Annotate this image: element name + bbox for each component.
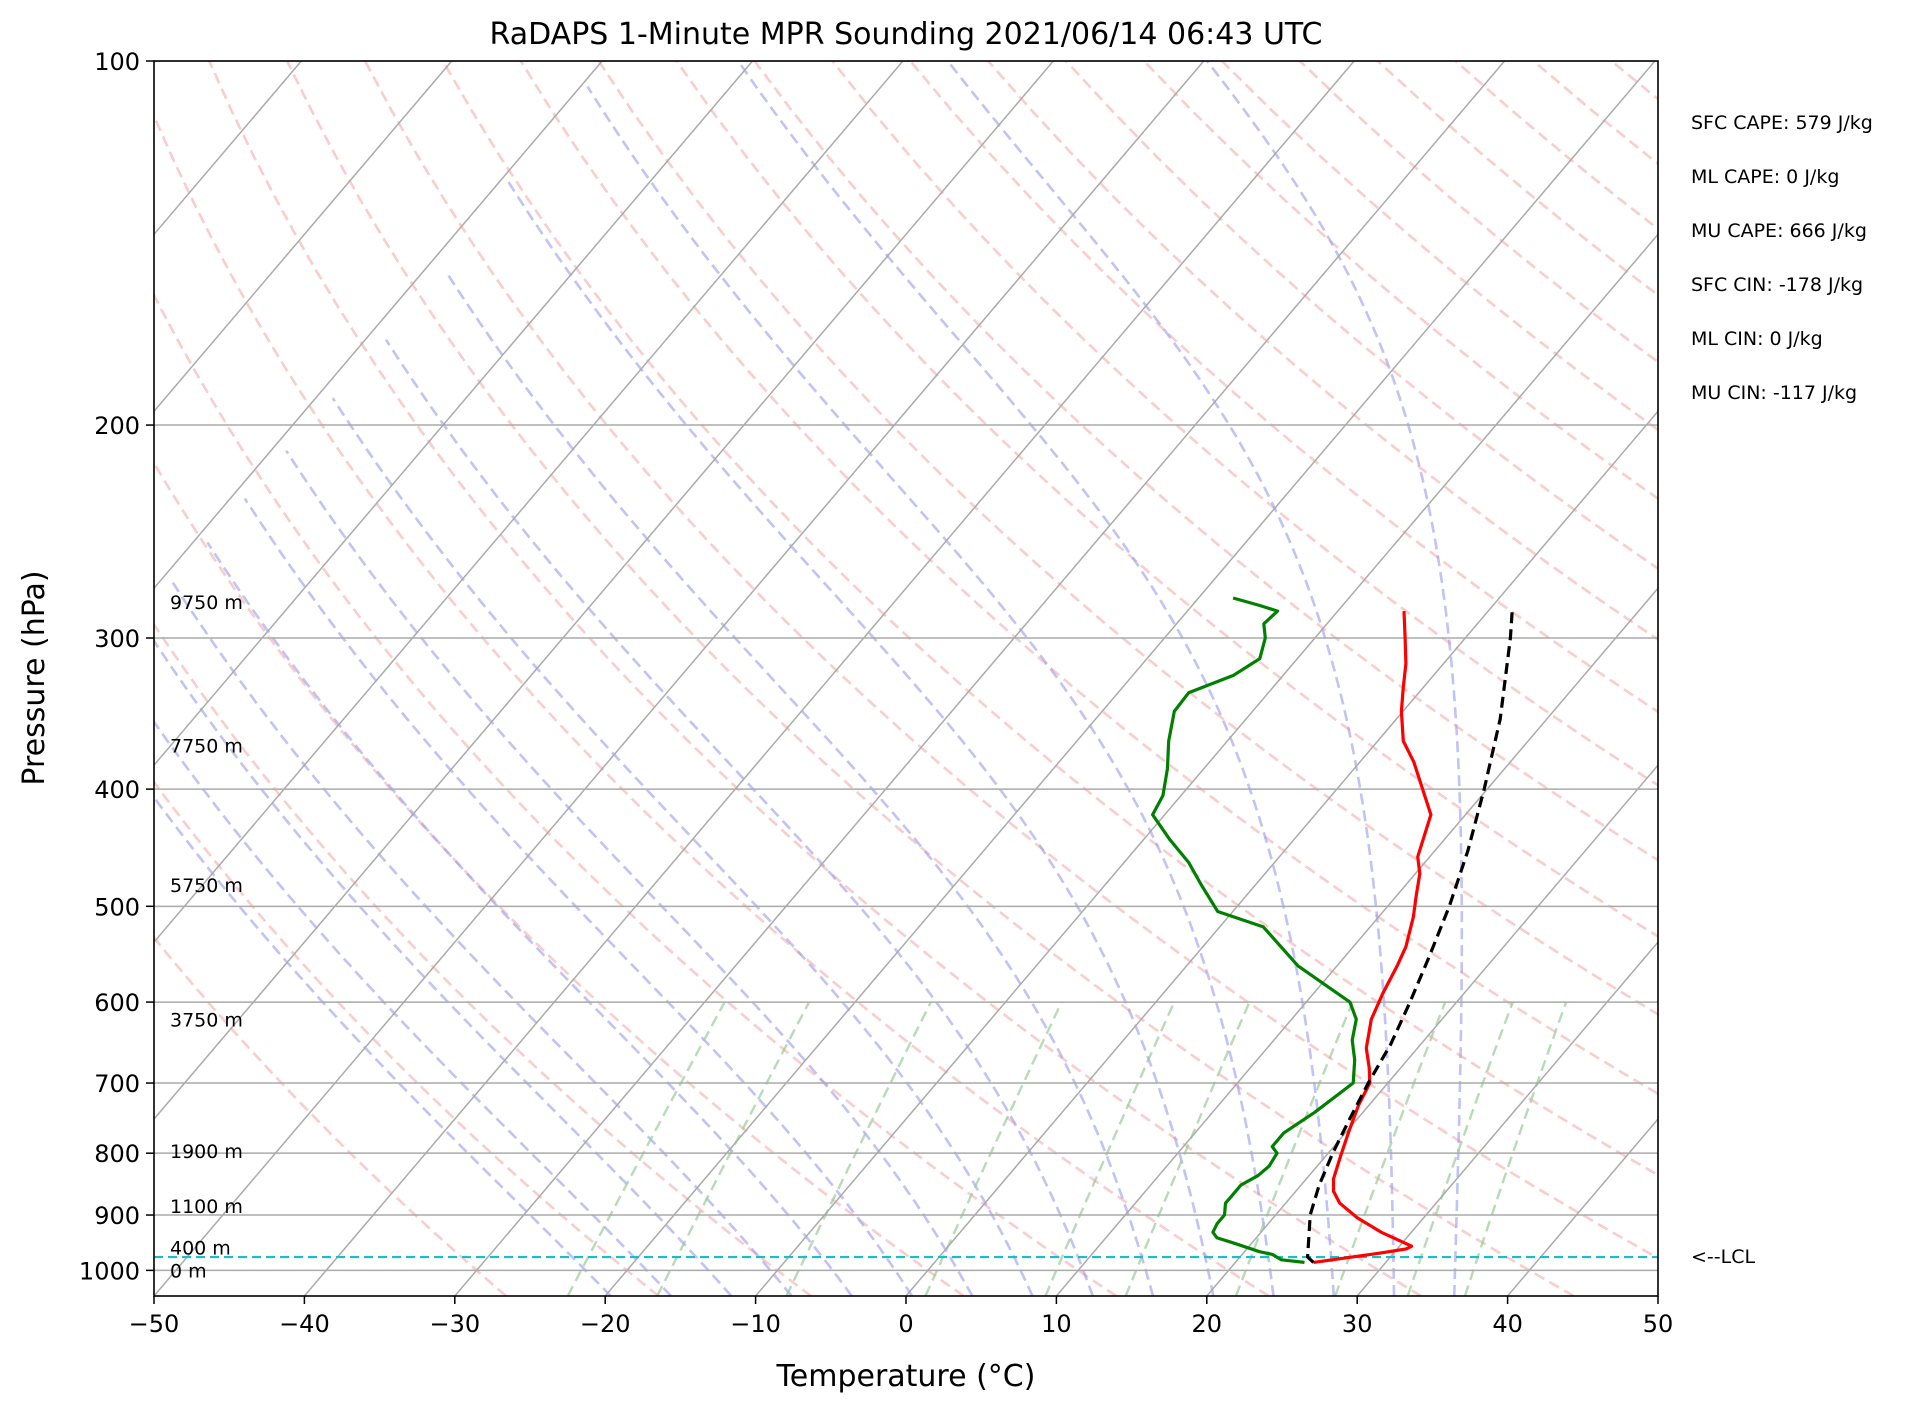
y-tick-label: 500 (94, 893, 140, 921)
x-tick-label: −20 (580, 1310, 631, 1338)
x-tick-label: 10 (1041, 1310, 1072, 1338)
y-tick-label: 1000 (79, 1257, 140, 1285)
stat-line: SFC CIN: -178 J/kg (1691, 274, 1863, 296)
moist-adiabat (206, 541, 853, 1296)
dry-adiabat (363, 61, 1658, 1260)
y-tick-label: 300 (94, 625, 140, 653)
isotherm (1206, 764, 1658, 1296)
y-tick-label: 100 (94, 48, 140, 76)
stats-panel: SFC CAPE: 579 J/kg ML CAPE: 0 J/kg MU CAPE… (1691, 112, 1873, 404)
profile-series (1150, 596, 1514, 1264)
moist-adiabat (331, 397, 1034, 1296)
moist-adiabat (946, 61, 1396, 1296)
mixing-ratio-line (1044, 1001, 1176, 1296)
x-tick-label: −30 (429, 1310, 480, 1338)
isotherm (154, 61, 754, 767)
dry-adiabat (831, 61, 1658, 787)
isotherm (755, 233, 1658, 1296)
isotherm (604, 61, 1656, 1296)
y-axis-ticks: 100 200 300 400 500 600 700 800 900 1000 (79, 48, 154, 1285)
dry-adiabat (597, 61, 1658, 1016)
height-label: 5750 m (170, 875, 243, 897)
dry-adiabat (285, 61, 1575, 1296)
dry-adiabat (208, 61, 1422, 1296)
height-label: 7750 m (170, 735, 243, 757)
y-tick-label: 800 (94, 1140, 140, 1168)
moist-adiabat (504, 177, 1215, 1296)
dry-adiabat (1065, 61, 1658, 571)
height-label: 400 m (170, 1237, 231, 1259)
x-tick-label: 20 (1192, 1310, 1223, 1338)
dry-adiabat (154, 112, 1270, 1296)
height-label: 0 m (170, 1260, 207, 1282)
x-tick-label: −10 (730, 1310, 781, 1338)
stat-line: SFC CAPE: 579 J/kg (1691, 112, 1873, 134)
height-label: 1100 m (170, 1196, 243, 1218)
isotherm (905, 410, 1658, 1296)
height-labels: 9750 m 7750 m 5750 m 3750 m 1900 m 1100 m 400 … (170, 592, 243, 1283)
height-label: 1900 m (170, 1141, 243, 1163)
stat-line: ML CIN: 0 J/kg (1691, 328, 1823, 350)
x-axis-label: Temperature (°C) (776, 1359, 1036, 1394)
height-label: 3750 m (170, 1009, 243, 1031)
stat-line: ML CAPE: 0 J/kg (1691, 166, 1839, 188)
moist-adiabat (384, 338, 1095, 1296)
x-tick-label: −40 (279, 1310, 330, 1338)
x-tick-label: 40 (1492, 1310, 1523, 1338)
temperature-line (1313, 611, 1433, 1264)
height-label: 9750 m (170, 592, 243, 614)
y-tick-label: 700 (94, 1070, 140, 1098)
y-tick-label: 600 (94, 989, 140, 1017)
y-tick-label: 900 (94, 1202, 140, 1230)
isotherm (154, 61, 603, 590)
dry-adiabat (154, 779, 660, 1296)
chart-title: RaDAPS 1-Minute MPR Sounding 2021/06/14 … (490, 17, 1323, 52)
isotherm (1055, 587, 1658, 1296)
moist-adiabat (1206, 61, 1464, 1296)
moist-adiabat (154, 795, 612, 1296)
y-tick-label: 200 (94, 412, 140, 440)
x-tick-label: 50 (1643, 1310, 1674, 1338)
moist-adiabat (154, 719, 672, 1296)
moist-adiabat (586, 85, 1275, 1296)
moist-adiabat (285, 449, 974, 1296)
parcel-line (1305, 607, 1514, 1264)
dry-adiabat (987, 61, 1658, 642)
x-tick-label: 0 (898, 1310, 913, 1338)
x-tick-label: 30 (1342, 1310, 1373, 1338)
dewpoint-line (1150, 596, 1358, 1264)
stat-line: MU CAPE: 666 J/kg (1691, 220, 1867, 242)
isotherm (454, 61, 1506, 1296)
moist-adiabat (243, 497, 914, 1296)
y-tick-label: 400 (94, 776, 140, 804)
isotherm (154, 61, 1054, 1121)
isotherm (154, 61, 453, 413)
dry-adiabat (154, 292, 1117, 1296)
isotherm (154, 61, 1205, 1296)
x-axis-ticks: −50 −40 −30 −20 −10 0 10 20 30 40 50 (129, 1296, 1674, 1338)
dry-adiabat (154, 935, 507, 1296)
dry-adiabat (441, 61, 1658, 1177)
lcl-label: <--LCL (1691, 1246, 1755, 1268)
stat-line: MU CIN: -117 J/kg (1691, 382, 1857, 404)
x-tick-label: −50 (129, 1310, 180, 1338)
y-axis-label: Pressure (hPa) (17, 570, 52, 785)
isobar-grid (154, 61, 1658, 1272)
moist-adiabat (737, 61, 1336, 1296)
isotherm (154, 61, 904, 944)
dry-adiabat (154, 622, 812, 1296)
isotherm (1356, 940, 1658, 1296)
isotherm (303, 61, 1355, 1296)
